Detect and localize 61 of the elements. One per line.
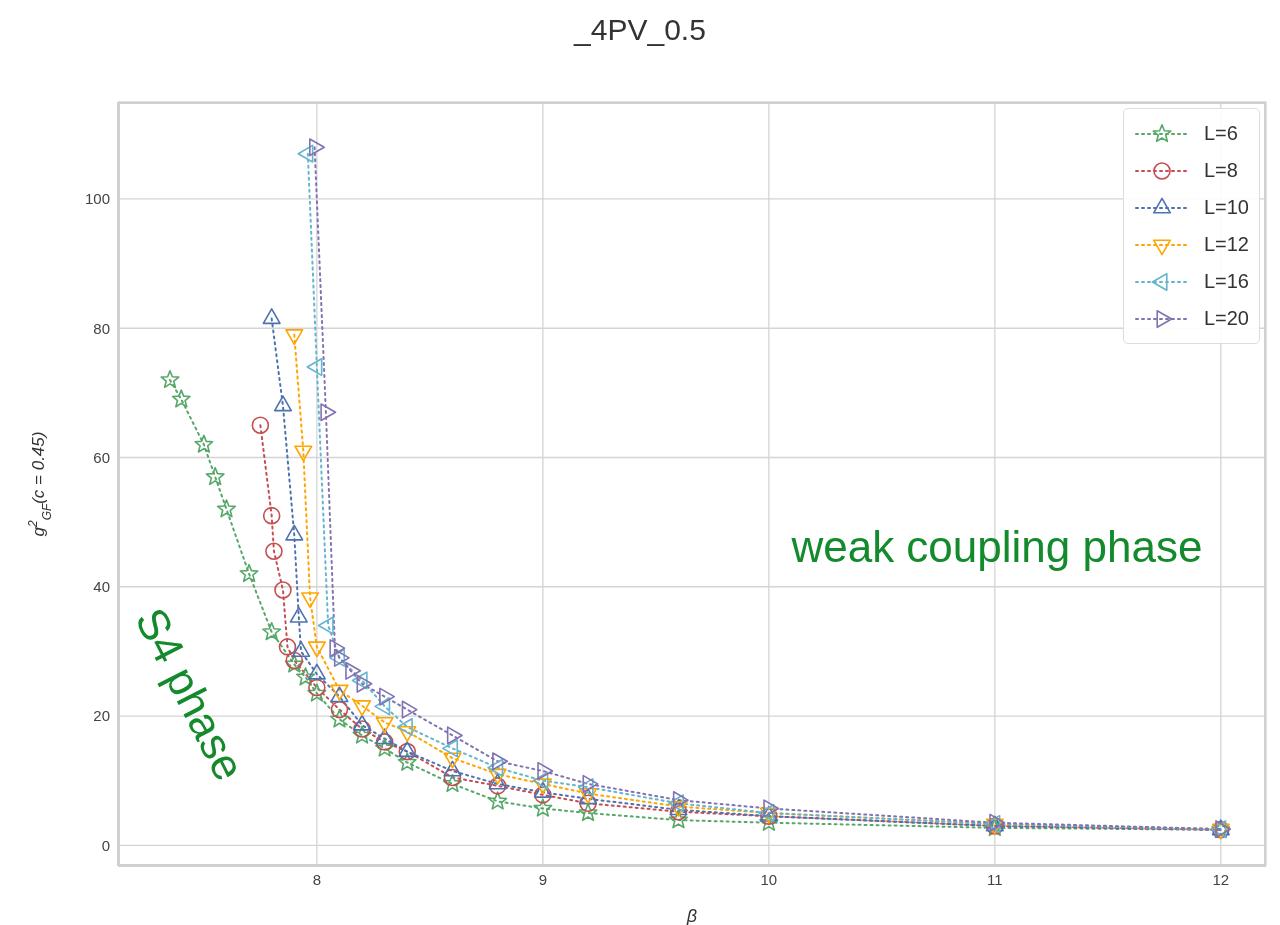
point [488, 791, 508, 810]
point [534, 786, 552, 804]
point [669, 802, 688, 821]
point [216, 499, 237, 518]
point [375, 728, 394, 745]
y-tick-label: 80 [93, 319, 110, 337]
point [307, 683, 327, 702]
point [194, 434, 214, 453]
point [262, 506, 281, 525]
point [239, 563, 259, 583]
x-tick-label: 11 [987, 870, 1003, 888]
point [262, 622, 282, 641]
legend-label: L=12 [1203, 233, 1249, 256]
point [442, 773, 463, 793]
legend-label: L=16 [1203, 270, 1249, 293]
point [330, 700, 349, 719]
point [273, 395, 293, 412]
point [375, 733, 394, 751]
point [668, 794, 685, 813]
legend-label: L=20 [1203, 307, 1249, 330]
point [353, 720, 371, 738]
point [329, 709, 350, 728]
point [397, 752, 417, 771]
legend-label: L=6 [1203, 122, 1238, 145]
x-axis-title: β [685, 906, 698, 925]
point [274, 581, 292, 599]
y-tick-label: 60 [93, 448, 110, 466]
y-tick-label: 0 [101, 836, 110, 854]
point [291, 641, 311, 658]
point [160, 369, 180, 389]
point [265, 542, 283, 561]
y-tick-label: 40 [93, 578, 110, 596]
point [668, 810, 688, 829]
point [578, 803, 598, 822]
point [251, 416, 270, 434]
point [352, 725, 372, 744]
point [579, 794, 597, 813]
y-tick-label: 20 [93, 707, 110, 725]
point [533, 798, 553, 817]
chart-title: _4PV_0.5 [572, 12, 707, 48]
annotation: weak coupling phase [791, 522, 1203, 573]
point [488, 777, 507, 795]
point [329, 648, 346, 667]
point [262, 308, 281, 325]
point [296, 667, 316, 686]
x-tick-label: 8 [312, 870, 322, 888]
point [375, 738, 395, 757]
legend-label: L=8 [1203, 159, 1238, 182]
point [759, 812, 779, 831]
x-tick-label: 9 [538, 870, 548, 888]
point [443, 768, 462, 787]
point [442, 739, 459, 758]
point [171, 389, 191, 408]
legend-label: L=10 [1203, 196, 1249, 219]
x-tick-label: 10 [760, 870, 778, 888]
point [488, 773, 507, 790]
point [308, 678, 326, 697]
y-tick-label: 100 [84, 190, 110, 208]
point [278, 638, 297, 656]
point [205, 466, 225, 486]
x-tick-label: 12 [1212, 870, 1230, 888]
